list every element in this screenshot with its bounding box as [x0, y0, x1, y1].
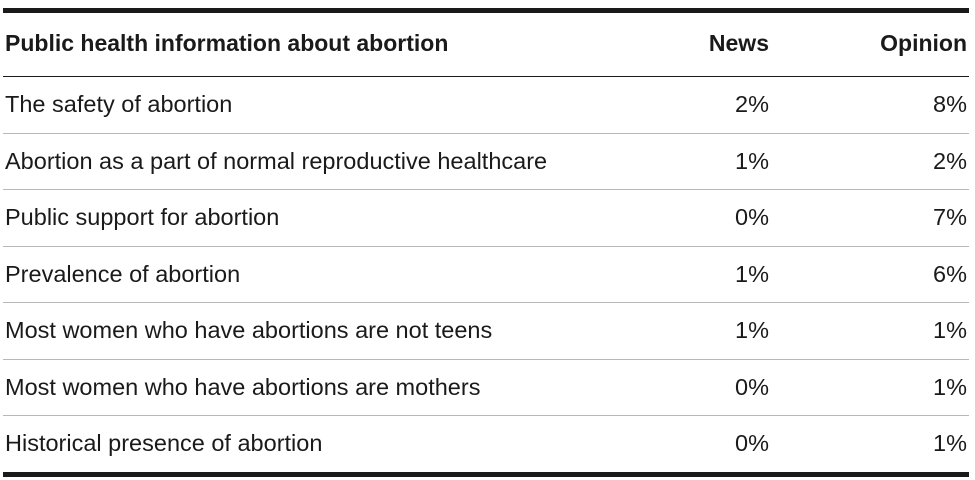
table-row: Public support for abortion 0% 7%	[3, 189, 969, 247]
row-news-value: 1%	[623, 302, 771, 360]
row-opinion-value: 7%	[771, 189, 969, 247]
row-opinion-value: 2%	[771, 133, 969, 190]
table-bottom-rule	[3, 471, 969, 477]
header-news: News	[623, 13, 771, 77]
row-news-value: 1%	[623, 246, 771, 303]
row-news-value: 0%	[623, 189, 771, 247]
table-row: The safety of abortion 2% 8%	[3, 76, 969, 134]
row-news-value: 1%	[623, 133, 771, 190]
data-table: Public health information about abortion…	[3, 8, 969, 477]
row-news-value: 0%	[735, 430, 769, 457]
row-opinion-value: 6%	[771, 246, 969, 303]
row-opinion-value: 1%	[771, 302, 969, 360]
header-row: Public health information about abortion…	[3, 13, 969, 77]
header-opinion: Opinion	[771, 13, 969, 77]
row-topic: Prevalence of abortion	[3, 246, 623, 303]
row-topic: The safety of abortion	[3, 76, 623, 134]
table-top-rule	[3, 8, 969, 13]
abortion-info-table: Public health information about abortion…	[3, 13, 969, 472]
row-opinion-value: 8%	[771, 76, 969, 134]
table-row: Prevalence of abortion 1% 6%	[3, 246, 969, 303]
row-topic: Historical presence of abortion	[5, 430, 323, 457]
row-news-value: 2%	[623, 76, 771, 134]
header-topic: Public health information about abortion	[3, 13, 623, 77]
table-row: Abortion as a part of normal reproductiv…	[3, 133, 969, 190]
row-opinion-value: 1%	[771, 359, 969, 416]
row-opinion-value: 1%	[933, 430, 967, 457]
row-topic: Most women who have abortions are mother…	[3, 359, 623, 416]
table-row: Most women who have abortions are mother…	[3, 359, 969, 416]
row-news-value: 0%	[623, 359, 771, 416]
row-topic: Abortion as a part of normal reproductiv…	[3, 133, 623, 190]
table-row: Most women who have abortions are not te…	[3, 302, 969, 360]
row-topic: Most women who have abortions are not te…	[3, 302, 623, 360]
row-topic: Public support for abortion	[3, 189, 623, 247]
table-row: Historical presence of abortion 0% 1%	[3, 416, 969, 472]
